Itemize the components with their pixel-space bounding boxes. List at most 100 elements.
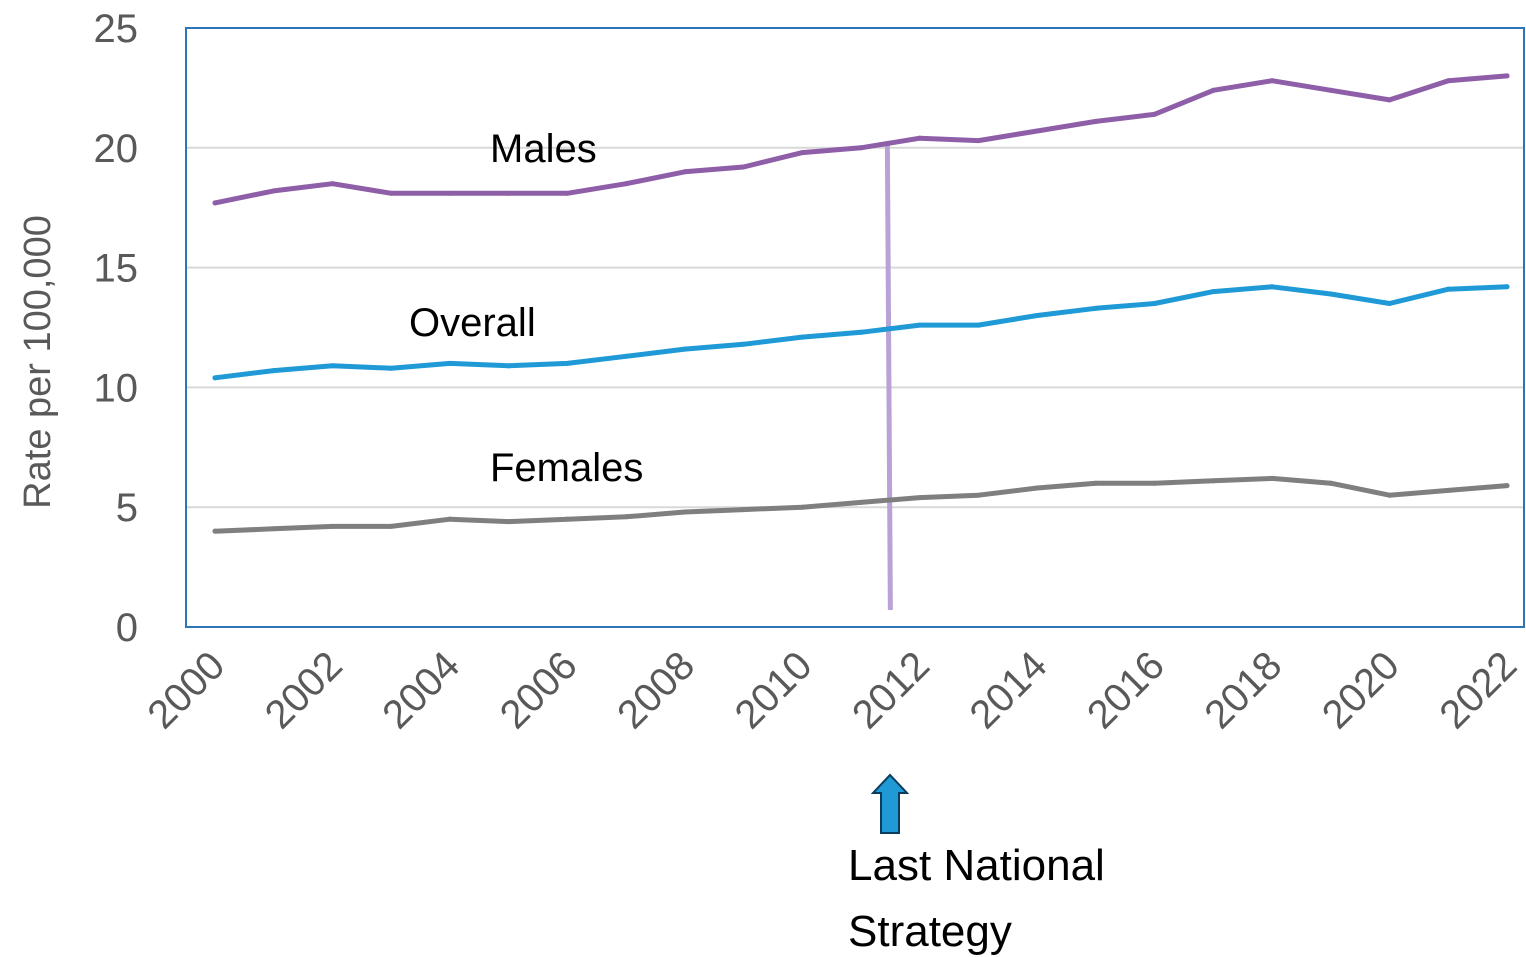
data-point [1387,97,1393,103]
data-point [1152,301,1158,307]
data-point [1387,301,1393,307]
data-point [506,363,512,369]
x-tick-label: 2012 [844,643,938,737]
data-point [682,169,688,175]
data-point [329,181,335,187]
data-point [682,346,688,352]
data-point [917,135,923,141]
annotation-text-line2: Strategy [848,907,1012,956]
data-point [1093,480,1099,486]
data-point [799,150,805,156]
data-point [447,190,453,196]
data-point [917,322,923,328]
data-point [682,509,688,515]
y-tick-label: 0 [116,606,138,650]
series-lines [212,73,1510,534]
data-point [388,190,394,196]
data-point [447,516,453,522]
data-point [858,499,864,505]
data-point [1152,111,1158,117]
data-point [564,360,570,366]
y-tick-label: 5 [116,486,138,530]
x-tick-label: 2018 [1196,643,1290,737]
data-point [1210,289,1216,295]
data-point [799,334,805,340]
data-point [975,322,981,328]
y-tick-label: 15 [94,247,139,291]
data-point [1093,305,1099,311]
data-point [623,353,629,359]
data-point [1269,284,1275,290]
series-label-females: Females [490,446,643,490]
data-point [1328,87,1334,93]
data-point [506,190,512,196]
data-point [858,329,864,335]
data-point [329,523,335,529]
strategy-marker-line [884,142,893,611]
data-point [271,526,277,532]
data-point [1269,78,1275,84]
data-point [1328,480,1334,486]
data-point [858,145,864,151]
data-point [1445,487,1451,493]
data-point [506,519,512,525]
x-axis-ticks: 2000 2002 2004 2006 2008 2010 2012 2014 2016 2018… [139,643,1525,737]
data-point [1269,475,1275,481]
series-labels: Males Overall Females [409,127,643,490]
data-point [388,523,394,529]
data-point [1387,492,1393,498]
series-label-males: Males [490,127,597,171]
data-point [1152,480,1158,486]
data-point [1210,87,1216,93]
data-point [1445,286,1451,292]
strategy-annotation: Last National Strategy [848,142,1105,956]
x-tick-label: 2006 [492,643,586,737]
data-point [917,495,923,501]
y-axis-title: Rate per 100,000 [17,215,59,509]
y-axis-ticks: 0 5 10 15 20 25 [94,7,139,650]
data-point [1034,313,1040,319]
data-point [1034,485,1040,491]
data-point [212,375,218,381]
x-tick-label: 2008 [609,643,703,737]
data-point [741,507,747,513]
series-line-males [212,73,1510,206]
data-point [741,341,747,347]
x-tick-label: 2022 [1431,643,1525,737]
y-tick-label: 10 [94,366,139,410]
data-point [975,492,981,498]
data-point [1210,478,1216,484]
gridlines [186,146,1524,628]
data-point [1504,73,1510,79]
x-tick-label: 2002 [257,643,351,737]
data-point [1328,291,1334,297]
data-point [212,200,218,206]
annotation-text-line1: Last National [848,841,1105,890]
data-point [1504,284,1510,290]
series-label-overall: Overall [409,301,536,345]
data-point [388,365,394,371]
data-point [447,360,453,366]
data-point [623,514,629,520]
x-tick-label: 2004 [374,643,468,737]
y-tick-label: 20 [94,127,139,171]
x-tick-label: 2010 [727,643,821,737]
x-tick-label: 2016 [1079,643,1173,737]
data-point [975,138,981,144]
plot-area-frame [185,27,1525,628]
data-point [564,516,570,522]
x-tick-label: 2000 [139,643,233,737]
data-point [1445,78,1451,84]
data-point [1034,128,1040,134]
data-point [623,181,629,187]
data-point [1093,118,1099,124]
x-tick-label: 2020 [1314,643,1408,737]
data-point [741,164,747,170]
data-point [564,190,570,196]
y-tick-label: 25 [94,7,139,51]
x-tick-label: 2014 [962,643,1056,737]
data-point [212,528,218,534]
data-point [271,188,277,194]
data-point [799,504,805,510]
